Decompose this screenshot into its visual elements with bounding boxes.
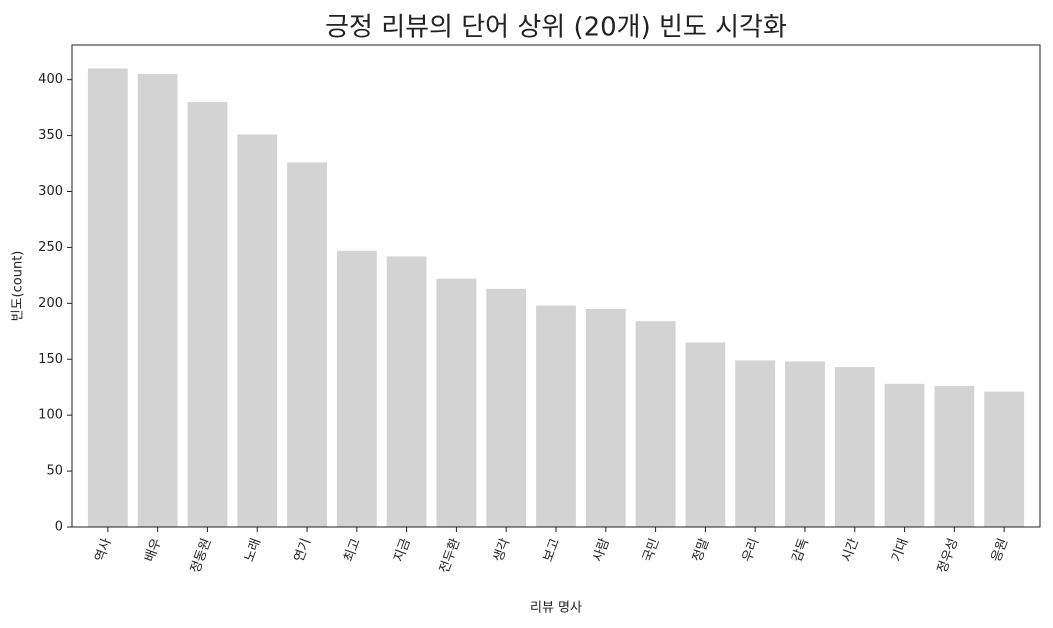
x-tick-label: 최고: [342, 536, 364, 564]
x-tick-label: 생각: [491, 536, 513, 564]
bar: [685, 342, 726, 527]
bar: [735, 360, 776, 527]
bar: [536, 305, 576, 527]
y-tick-label: 400: [38, 72, 63, 87]
y-tick-label: 50: [46, 464, 63, 479]
x-tick-label: 정동원: [188, 536, 214, 575]
x-tick-label: 보고: [541, 536, 563, 564]
bar: [287, 162, 327, 527]
x-tick-label: 정우성: [935, 536, 961, 575]
y-tick-label: 300: [38, 184, 63, 199]
x-tick-label: 감독: [790, 536, 812, 564]
bar: [785, 361, 825, 527]
x-axis-label: 리뷰 명사: [530, 601, 582, 616]
bar: [884, 383, 925, 527]
bar: [137, 74, 178, 527]
x-tick-label: 노래: [242, 536, 264, 564]
x-tick-label: 국민: [640, 536, 662, 564]
bar: [386, 256, 427, 527]
y-axis-label: 빈도(count): [11, 251, 26, 322]
bar: [486, 288, 527, 527]
y-tick-label: 150: [38, 352, 63, 367]
bar: [237, 134, 278, 527]
x-tick-label: 응원: [989, 536, 1011, 564]
bar: [834, 367, 875, 527]
bar: [635, 321, 676, 527]
x-tick-label: 정말: [690, 536, 712, 564]
bar: [436, 278, 477, 527]
bar: [336, 250, 377, 527]
x-tick-label: 시간: [840, 536, 862, 564]
x-tick-label: 지금: [391, 536, 413, 564]
x-tick-label: 기대: [889, 536, 911, 564]
x-tick-label: 우리: [740, 536, 762, 564]
bar: [984, 391, 1025, 527]
x-tick-label: 역사: [93, 536, 115, 564]
x-tick-label: 연기: [292, 536, 314, 564]
y-tick-label: 200: [38, 296, 63, 311]
y-tick-label: 250: [38, 240, 63, 255]
bar: [87, 68, 128, 527]
chart-title: 긍정 리뷰의 단어 상위 (20개) 빈도 시각화: [325, 13, 787, 43]
y-tick-label: 350: [38, 128, 63, 143]
x-tick-label: 전두환: [437, 536, 463, 575]
y-tick-label: 0: [55, 520, 63, 535]
y-tick-label: 100: [38, 408, 63, 423]
x-tick-label: 배우: [142, 536, 164, 564]
bar: [934, 386, 975, 527]
bar: [187, 102, 228, 528]
plot-frame: [71, 44, 1041, 528]
bar: [585, 308, 626, 527]
x-tick-label: 사람: [591, 536, 613, 564]
